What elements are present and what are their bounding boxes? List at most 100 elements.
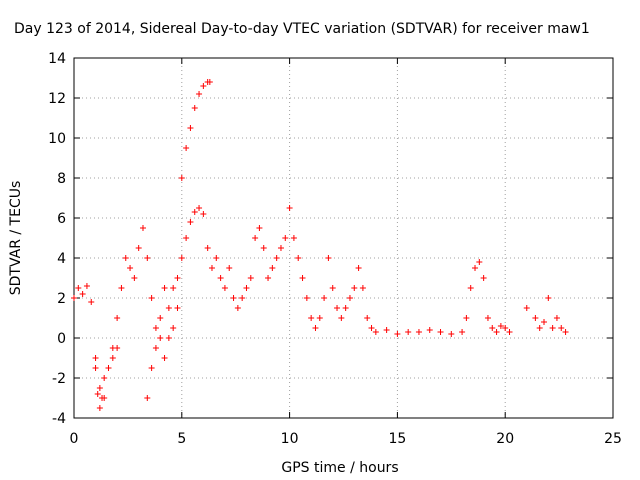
data-point — [476, 259, 483, 265]
data-point — [502, 325, 509, 331]
data-point — [558, 325, 565, 331]
data-point — [83, 283, 90, 289]
y-tick-label: 12 — [48, 91, 66, 107]
data-point — [286, 205, 293, 211]
data-point — [536, 325, 543, 331]
y-tick-label: 0 — [57, 331, 66, 347]
data-point — [437, 329, 444, 335]
data-point — [196, 205, 203, 211]
data-point — [94, 391, 101, 397]
data-point — [226, 265, 233, 271]
data-point — [196, 91, 203, 97]
y-tick-label: -2 — [52, 371, 66, 387]
data-point — [101, 375, 108, 381]
data-point — [549, 325, 556, 331]
data-point — [489, 325, 496, 331]
data-point — [161, 355, 168, 361]
data-point — [139, 225, 146, 231]
data-point — [541, 319, 548, 325]
data-point — [157, 315, 164, 321]
data-point — [325, 255, 332, 261]
data-point — [484, 315, 491, 321]
data-point — [88, 299, 95, 305]
data-point — [127, 265, 134, 271]
data-point — [351, 285, 358, 291]
data-point — [161, 285, 168, 291]
data-point — [96, 405, 103, 411]
data-point — [545, 295, 552, 301]
data-point — [308, 315, 315, 321]
data-point — [562, 329, 569, 335]
data-point — [230, 295, 237, 301]
x-tick-label: 0 — [70, 431, 79, 447]
data-point — [105, 365, 112, 371]
y-tick-label: 14 — [48, 51, 66, 67]
data-point — [148, 295, 155, 301]
data-point — [256, 225, 263, 231]
data-point — [346, 295, 353, 301]
data-point — [144, 395, 151, 401]
x-tick-label: 20 — [496, 431, 514, 447]
data-point — [329, 285, 336, 291]
data-point — [71, 295, 77, 301]
data-point — [174, 275, 181, 281]
data-point — [234, 305, 241, 311]
data-point — [178, 175, 185, 181]
y-axis-label: SDTVAR / TECUs — [8, 181, 24, 296]
data-point — [282, 235, 289, 241]
data-point — [165, 305, 172, 311]
data-point — [338, 315, 345, 321]
data-point — [148, 365, 155, 371]
data-point — [273, 255, 280, 261]
data-point — [75, 285, 82, 291]
data-point — [269, 265, 276, 271]
plot-frame — [73, 57, 614, 419]
data-point — [114, 315, 121, 321]
data-point — [239, 295, 246, 301]
x-tick-label: 5 — [177, 431, 186, 447]
axis-ticks: 0 5 10 15 20 25 -4 -2 0 2 4 6 8 10 12 14 — [48, 51, 622, 447]
data-point — [364, 315, 371, 321]
data-point — [152, 325, 159, 331]
data-point — [493, 329, 500, 335]
data-point — [459, 329, 466, 335]
data-point — [316, 315, 323, 321]
y-tick-label: -4 — [52, 411, 66, 427]
data-point — [170, 325, 177, 331]
data-point — [553, 315, 560, 321]
data-point — [497, 323, 504, 329]
data-point — [405, 329, 412, 335]
data-point — [191, 105, 198, 111]
data-point — [213, 255, 220, 261]
data-point — [334, 305, 341, 311]
data-point — [372, 329, 379, 335]
data-point — [342, 305, 349, 311]
data-point — [92, 355, 99, 361]
series-sdtvar-spike — [178, 79, 213, 181]
data-point — [99, 395, 106, 401]
data-point — [122, 255, 129, 261]
data-point — [206, 79, 213, 85]
data-point — [295, 255, 302, 261]
grid-lines — [74, 58, 613, 418]
data-point — [523, 305, 530, 311]
x-tick-label: 10 — [281, 431, 299, 447]
data-point — [79, 291, 86, 297]
data-point — [114, 345, 121, 351]
data-point — [183, 145, 190, 151]
data-point — [204, 245, 211, 251]
chart-title: Day 123 of 2014, Sidereal Day-to-day VTE… — [14, 21, 590, 37]
series-sdtvar — [71, 205, 569, 401]
data-point — [312, 325, 319, 331]
data-point — [506, 329, 513, 335]
data-point — [217, 275, 224, 281]
data-points — [71, 79, 569, 411]
data-point — [135, 245, 142, 251]
data-point — [448, 331, 455, 337]
x-axis-label: GPS time / hours — [281, 460, 398, 476]
data-point — [321, 295, 328, 301]
data-point — [277, 245, 284, 251]
data-point — [290, 235, 297, 241]
data-point — [183, 235, 190, 241]
